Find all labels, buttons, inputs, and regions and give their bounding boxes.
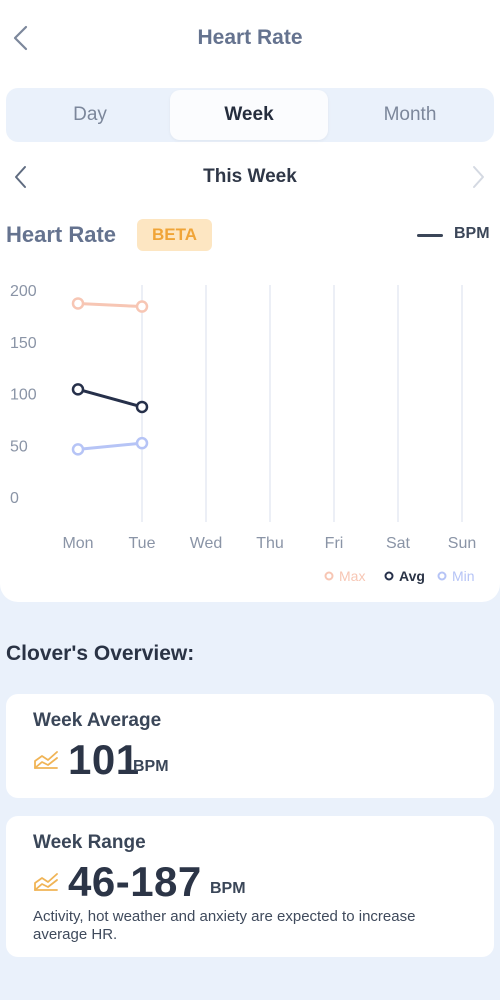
- x-tick-label: Mon: [62, 535, 93, 552]
- legend-marker-min: [437, 571, 447, 581]
- tab-week[interactable]: Week: [170, 90, 328, 140]
- y-tick-label: 100: [10, 387, 37, 404]
- previous-week-button[interactable]: [7, 162, 33, 192]
- series-line-max: [76, 301, 144, 309]
- trend-chart-icon: [34, 873, 58, 891]
- legend-label-max: Max: [339, 568, 365, 584]
- y-tick-label: 0: [10, 490, 19, 507]
- legend-label-avg: Avg: [399, 568, 425, 584]
- data-point-min: [135, 436, 149, 450]
- series-line-min: [76, 441, 144, 451]
- week-range-title: Week Range: [33, 832, 146, 853]
- y-tick-label: 50: [10, 438, 28, 455]
- app-header: Heart Rate: [0, 0, 500, 80]
- beta-badge: BETA: [137, 219, 212, 251]
- week-range-unit: BPM: [210, 880, 246, 897]
- chevron-left-icon: [13, 25, 28, 51]
- week-average-title: Week Average: [33, 710, 162, 731]
- x-tick-label: Sun: [448, 535, 476, 552]
- week-range-value: 46-187: [68, 858, 202, 905]
- chevron-right-icon: [473, 166, 484, 188]
- chevron-left-icon: [15, 166, 26, 188]
- unit-line-swatch: [417, 234, 443, 237]
- data-point-max: [71, 297, 85, 310]
- trend-chart-icon: [34, 751, 58, 769]
- tab-day[interactable]: Day: [73, 104, 107, 125]
- period-tabs: Day Week Month: [6, 88, 494, 142]
- data-point-avg: [71, 383, 85, 396]
- data-point-min: [71, 443, 85, 456]
- y-tick-label: 200: [10, 283, 37, 300]
- next-week-button[interactable]: [466, 162, 492, 192]
- week-average-card: Week Average 101 BPM: [6, 694, 494, 798]
- week-label: This Week: [203, 166, 297, 187]
- heart-rate-chart: 200 150 100 50 0 Mon Tue Wed Thu Fri Sat Sun Max Avg M…: [10, 283, 476, 584]
- x-tick-label: Sat: [386, 535, 411, 552]
- week-navigator: This Week: [0, 156, 500, 196]
- unit-label: BPM: [454, 225, 490, 242]
- week-range-note: Activity, hot weather and anxiety are ex…: [33, 908, 416, 943]
- week-average-value: 101: [68, 736, 140, 783]
- x-tick-label: Wed: [190, 535, 223, 552]
- week-average-unit: BPM: [133, 758, 169, 775]
- y-tick-label: 150: [10, 335, 37, 352]
- legend-marker-avg: [384, 571, 394, 581]
- legend-marker-max: [324, 571, 334, 581]
- back-button[interactable]: [6, 22, 34, 54]
- legend-label-min: Min: [452, 568, 475, 584]
- series-line-avg: [76, 387, 144, 409]
- tab-month[interactable]: Month: [383, 104, 437, 125]
- x-tick-label: Thu: [256, 535, 284, 552]
- data-point-avg: [135, 400, 149, 414]
- week-range-card: Week Range 46-187 BPM Activity, hot weat…: [6, 816, 494, 957]
- data-point-max: [135, 300, 149, 313]
- x-tick-label: Tue: [129, 535, 156, 552]
- chart-section-title: Heart Rate: [6, 222, 117, 247]
- x-tick-label: Fri: [325, 535, 344, 552]
- overview-title: Clover's Overview:: [6, 642, 195, 665]
- page-title: Heart Rate: [197, 26, 303, 49]
